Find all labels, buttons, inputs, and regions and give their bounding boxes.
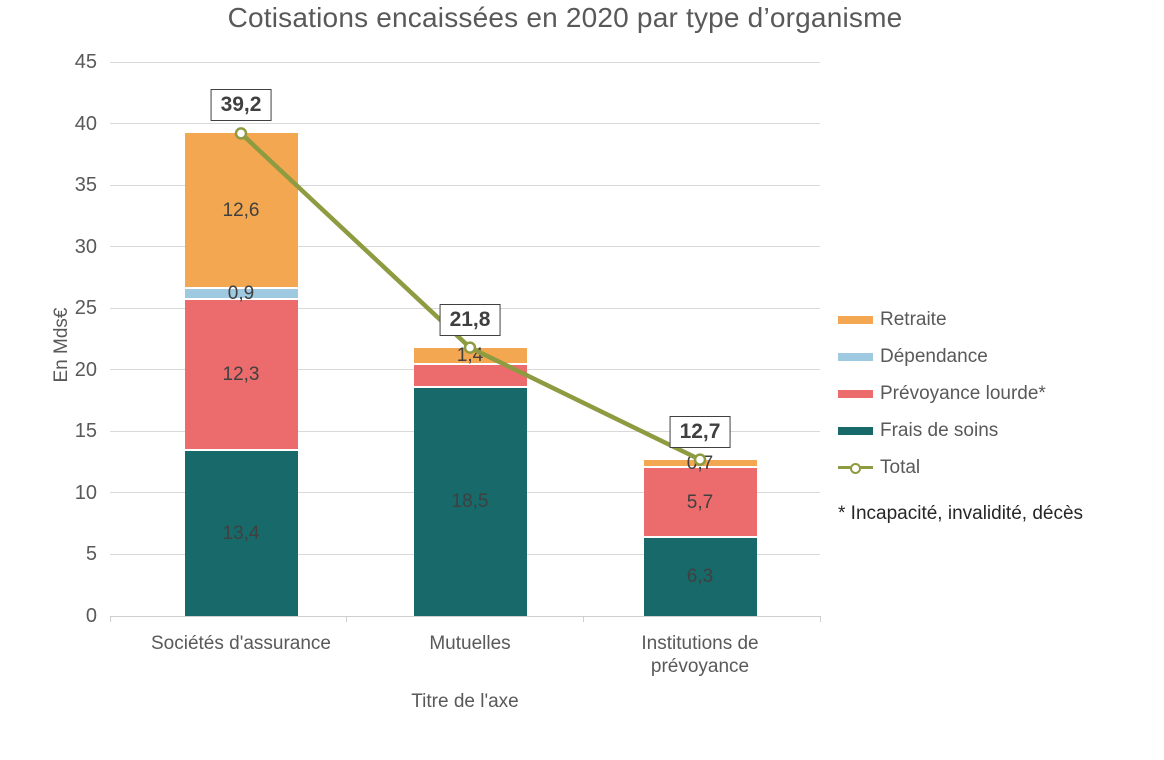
- bar-segment-label: 6,3: [686, 566, 714, 588]
- legend-label: Frais de soins: [880, 419, 999, 441]
- gridline: [110, 123, 820, 125]
- gridline: [110, 61, 820, 63]
- y-axis-tick-label: 10: [74, 481, 97, 504]
- legend-item-frais-de-soins: Frais de soins: [838, 412, 1046, 449]
- bar-segment-label: 0,9: [227, 283, 255, 305]
- x-axis-category-label: Sociétés d'assurance: [150, 633, 331, 654]
- bar-segment-frais-de-soins: [184, 451, 298, 616]
- x-axis-tick: [819, 616, 821, 622]
- y-axis-tick-label: 15: [74, 420, 97, 443]
- bar-segment-label: 0,7: [686, 452, 714, 474]
- bar-segment-frais-de-soins: [643, 538, 757, 616]
- bar-segment-label: 5,7: [686, 492, 714, 514]
- legend-line-marker-icon: [838, 463, 873, 474]
- footnote: * Incapacité, invalidité, décès: [838, 503, 1084, 524]
- total-value-label: 21,8: [439, 303, 501, 336]
- y-axis-tick-label: 5: [85, 543, 97, 566]
- x-axis-category-label: Mutuelles: [429, 633, 511, 654]
- legend-label: Total: [880, 456, 921, 478]
- x-axis-title: Titre de l'axe: [411, 691, 519, 712]
- y-axis-tick-label: 45: [74, 51, 97, 73]
- bar-segment-label: 18,5: [451, 491, 489, 513]
- legend-item-total: Total: [838, 449, 1046, 486]
- legend-swatch-icon: [838, 389, 873, 398]
- legend-label: Retraite: [880, 308, 947, 330]
- bar-segment-label: 12,6: [222, 199, 260, 221]
- legend-label: Prévoyance lourde*: [880, 382, 1046, 404]
- bar-segment-label: 13,4: [222, 522, 260, 544]
- legend-item-retraite: Retraite: [838, 301, 1046, 338]
- legend-swatch-icon: [838, 352, 873, 361]
- legend-label: Dépendance: [880, 345, 988, 367]
- x-axis-tick: [109, 616, 111, 622]
- y-axis-tick-label: 20: [74, 358, 97, 381]
- x-axis-category-label: Institutions de prévoyance: [641, 633, 759, 677]
- chart-title: Cotisations encaissées en 2020 par type …: [227, 2, 903, 33]
- bar-segment-label: 1,4: [456, 345, 484, 367]
- legend-swatch-icon: [838, 426, 873, 435]
- y-axis-tick-label: 0: [85, 605, 97, 627]
- y-axis-title: En Mds€: [51, 307, 72, 383]
- total-value-label: 12,7: [669, 415, 731, 448]
- x-axis-tick: [346, 616, 348, 622]
- legend-item-dependance: Dépendance: [838, 338, 1046, 375]
- x-axis-tick: [582, 616, 584, 622]
- legend-line-marker: [850, 463, 861, 474]
- y-axis-tick-label: 30: [74, 235, 97, 258]
- legend-swatch-icon: [838, 315, 873, 324]
- y-axis-tick-label: 35: [74, 174, 97, 197]
- bar-segment-prevoyance-lourde: [643, 468, 757, 539]
- bar-segment-prevoyance-lourde: [413, 364, 527, 389]
- bar-segment-label: 12,3: [222, 364, 260, 386]
- x-axis-line: [110, 615, 820, 617]
- legend: Retraite Dépendance Prévoyance lourde* Frai…: [838, 301, 1046, 486]
- y-axis-tick-label: 40: [74, 112, 97, 135]
- y-axis-tick-label: 25: [74, 297, 97, 320]
- total-value-label: 39,2: [210, 89, 272, 122]
- legend-item-prevoyance-lourde: Prévoyance lourde*: [838, 375, 1046, 412]
